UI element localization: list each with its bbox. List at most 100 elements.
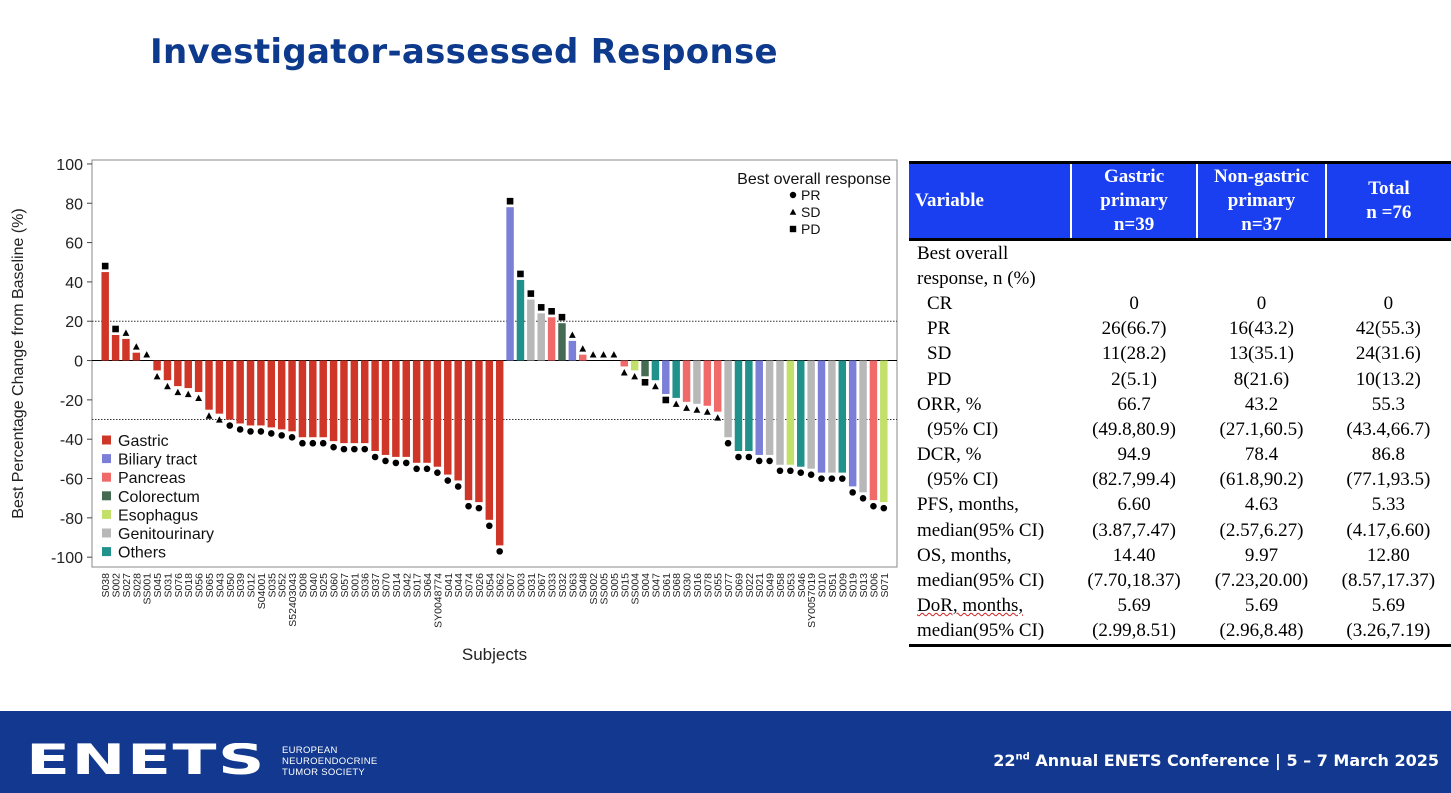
marker-sd <box>132 343 140 350</box>
response-table: Variable Gastric primary n=39 Non-gastric pri… <box>909 161 1451 647</box>
header-line: Gastric <box>1103 166 1165 187</box>
bar <box>257 360 265 426</box>
marker-sd <box>620 369 628 376</box>
x-tick-label: S010 <box>817 573 829 598</box>
table-cell: (2.96,8.48) <box>1197 618 1326 647</box>
table-row: median(95% CI) (3.87,7.47) (2.57,6.27) (4.1… <box>909 518 1451 543</box>
header-line: n=39 <box>1113 214 1155 235</box>
logo-text: ENETS <box>26 743 266 777</box>
marker-pr <box>807 471 815 478</box>
row-label: ORR, % <box>917 393 982 415</box>
table-row: DoR, months, 5.69 5.69 5.69 <box>909 594 1451 619</box>
x-tick-label: S009 <box>837 573 849 598</box>
table-cell: (3.87,7.47) <box>1092 519 1177 541</box>
row-label: PD <box>927 368 952 390</box>
marker-pr <box>423 465 431 473</box>
marker-pd <box>537 304 545 311</box>
bar <box>713 360 722 412</box>
marker-pr <box>849 489 856 496</box>
y-tick-label: 40 <box>65 275 83 292</box>
bar <box>360 360 369 444</box>
bar <box>828 360 836 473</box>
table-row: OS, months, 14.40 9.97 12.80 <box>909 543 1451 568</box>
enets-logo: ENETS <box>26 743 266 777</box>
bar <box>226 360 234 420</box>
table-cell: 6.60 <box>1117 494 1151 516</box>
category-legend-label: Genitourinary <box>118 526 214 543</box>
bar <box>724 360 732 438</box>
marker-sd <box>610 351 618 358</box>
x-tick-label: S031 <box>526 573 538 598</box>
x-tick-label: S015 <box>619 573 631 598</box>
x-tick-label: S057 <box>339 573 351 598</box>
y-tick-label: -20 <box>60 393 83 410</box>
row-label: SD <box>927 343 952 365</box>
category-legend-label: Gastric <box>118 433 169 450</box>
marker-pr <box>735 453 742 461</box>
table-header-row: Variable Gastric primary n=39 Non-gastric pri… <box>909 161 1451 241</box>
table-cell: 55.3 <box>1371 393 1405 415</box>
marker-pr <box>828 475 836 482</box>
bar <box>236 360 244 424</box>
bar <box>807 360 815 469</box>
table-row: Best overall <box>909 240 1451 267</box>
x-tick-label: S076 <box>173 573 185 598</box>
x-tick-label: S52403043 <box>287 573 299 627</box>
x-tick-label: S04001 <box>256 573 268 609</box>
x-tick-label: S065 <box>204 573 216 598</box>
bar <box>537 313 545 361</box>
row-label: DCR, % <box>917 444 982 466</box>
row-label: PFS, months, <box>917 494 1019 516</box>
bar <box>703 360 712 406</box>
marker-pr <box>787 467 794 475</box>
table-cell: (27.1,60.5) <box>1219 418 1304 440</box>
category-legend-label: Esophagus <box>118 507 198 524</box>
table-cell: 5.69 <box>1371 595 1405 617</box>
x-tick-label: S026 <box>474 573 486 598</box>
marker-pr <box>402 459 410 467</box>
table-row: DCR, % 94.9 78.4 86.8 <box>909 443 1451 468</box>
row-label: PR <box>927 318 951 340</box>
bar <box>547 317 556 361</box>
y-tick-label: -100 <box>51 550 83 567</box>
header-line: Total <box>1368 178 1410 199</box>
table-cell: 16(43.2) <box>1229 318 1294 340</box>
society-line: TUMOR SOCIETY <box>282 767 366 778</box>
bar <box>651 360 660 381</box>
table-cell: 78.4 <box>1244 444 1279 466</box>
x-tick-label: S030 <box>682 573 694 598</box>
table-row: PR 26(66.7) 16(43.2) 42(55.3) <box>909 317 1451 342</box>
bar <box>277 360 286 430</box>
table-cell: 24(31.6) <box>1355 343 1421 365</box>
bar <box>765 360 774 455</box>
x-tick-label: S049 <box>765 573 777 598</box>
bar <box>309 360 317 438</box>
row-label: Best overall <box>917 242 1009 264</box>
table-cell <box>1197 240 1325 267</box>
x-tick-label: SY0057019 <box>806 573 818 628</box>
table-row: median(95% CI) (2.99,8.51) (2.96,8.48) (3.2… <box>909 618 1451 647</box>
society-name: EUROPEAN NEUROENDOCRINE TUMOR SOCIETY <box>282 745 378 778</box>
header-line: primary <box>1100 190 1168 211</box>
table-cell: (4.17,6.60) <box>1346 519 1431 541</box>
marker-pr <box>880 504 888 512</box>
x-tick-label: S062 <box>495 573 507 598</box>
x-tick-label: S045 <box>152 573 164 598</box>
bar <box>246 360 255 426</box>
bar <box>755 360 763 455</box>
bar <box>558 323 566 361</box>
marker-pr <box>247 428 254 435</box>
bar <box>111 334 120 361</box>
bar <box>672 360 680 398</box>
row-label: OS, months, <box>917 544 1012 566</box>
table-cell: (3.26,7.19) <box>1325 618 1451 647</box>
y-tick-label: 80 <box>65 196 83 213</box>
table-cell: (7.23,20.00) <box>1214 570 1309 592</box>
x-axis-title: Subjects <box>462 645 527 664</box>
marker-sd <box>195 394 203 402</box>
table-row: CR 0 0 0 <box>909 291 1451 316</box>
table-cell: 5.69 <box>1244 595 1279 617</box>
bar <box>329 360 338 442</box>
bar <box>734 360 743 451</box>
x-tick-label: SS005 <box>599 573 611 605</box>
